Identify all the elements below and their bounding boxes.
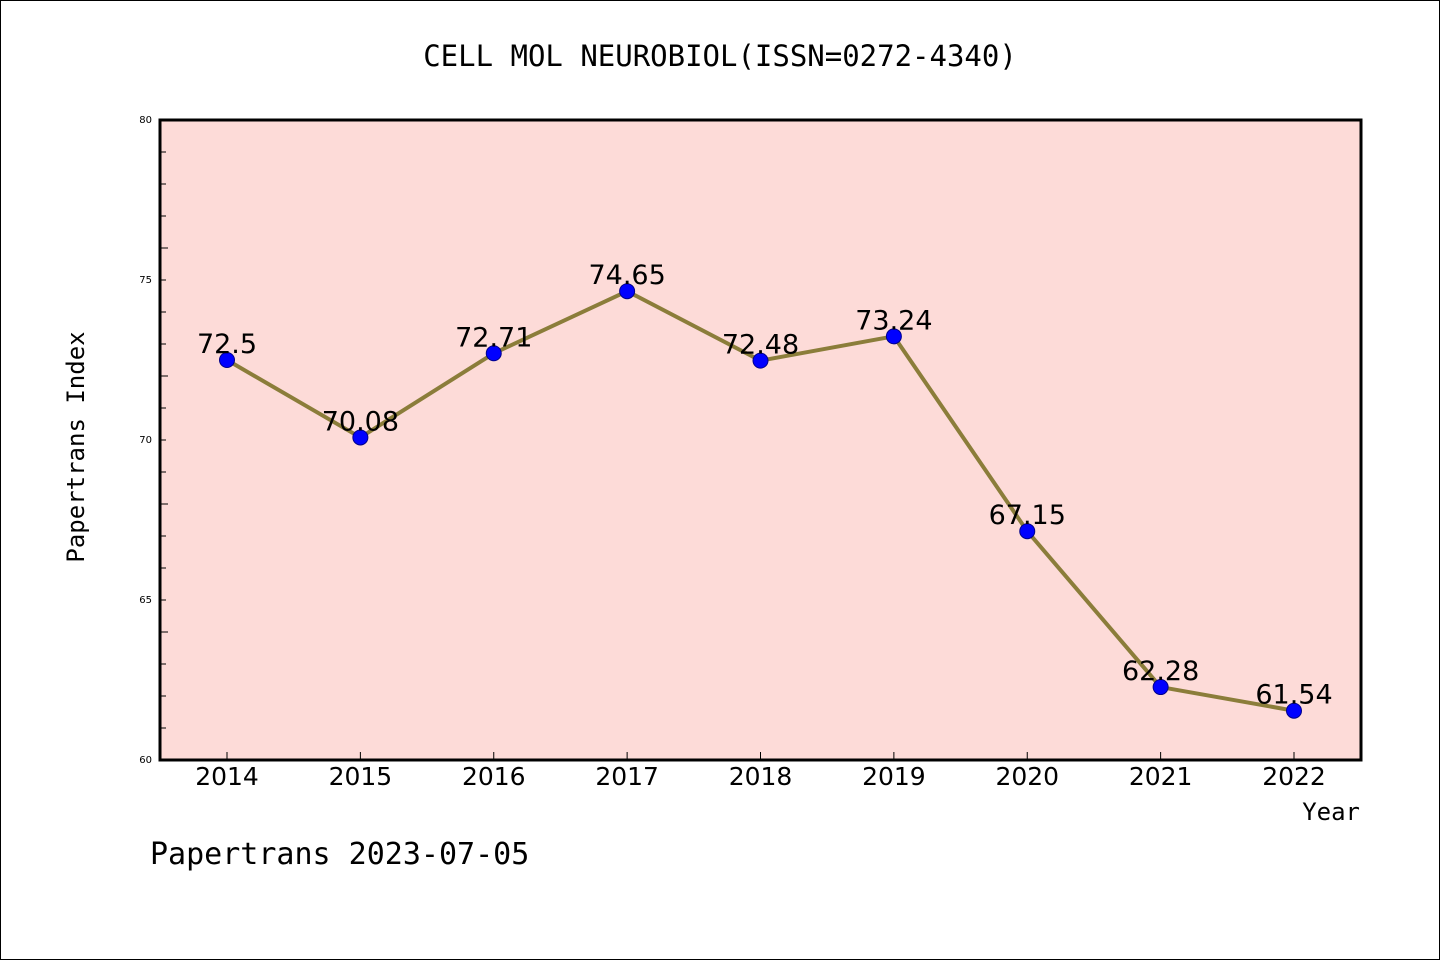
x-tick-label: 2015 <box>329 762 393 791</box>
data-label: 72.48 <box>722 330 799 361</box>
data-point <box>219 352 235 368</box>
data-label: 70.08 <box>322 406 399 437</box>
data-label: 72.71 <box>455 322 532 353</box>
x-tick-label: 2021 <box>1129 762 1193 791</box>
data-label: 61.54 <box>1255 680 1332 711</box>
data-point <box>485 345 502 362</box>
data-point <box>885 328 902 345</box>
data-label: 62.28 <box>1122 656 1199 687</box>
x-tick-label: 2014 <box>195 762 259 791</box>
y-tick-label: 70 <box>139 435 152 446</box>
y-tick-label: 80 <box>139 115 152 126</box>
data-point <box>1152 679 1169 696</box>
data-point <box>752 352 769 369</box>
y-axis-title: Papertrans Index <box>62 331 90 562</box>
x-tick-label: 2020 <box>995 762 1059 791</box>
data-label: 73.24 <box>855 305 932 336</box>
y-tick-label: 60 <box>139 755 152 766</box>
data-label: 72.5 <box>197 329 257 360</box>
x-tick-label: 2018 <box>729 762 793 791</box>
data-point <box>1286 702 1302 719</box>
x-tick-label: 2016 <box>462 762 526 791</box>
data-label: 67.15 <box>989 500 1066 531</box>
x-tick-label: 2019 <box>862 762 926 791</box>
x-tick-label: 2022 <box>1262 762 1326 791</box>
data-label: 74.65 <box>588 260 665 291</box>
data-point <box>352 429 369 446</box>
data-point <box>1019 523 1036 540</box>
y-axis: 60 65 70 75 80 <box>139 115 168 766</box>
y-tick-label: 65 <box>139 595 152 606</box>
x-axis-title: Year <box>1302 798 1360 826</box>
data-labels: 72.5 70.08 72.71 74.65 72.48 73.24 67.15 62.28 6… <box>197 260 1333 711</box>
data-markers <box>219 283 1302 719</box>
x-axis: 2014 2015 2016 2017 2018 2019 2020 2021 2022 <box>195 752 1326 791</box>
chart-title: CELL MOL NEUROBIOL(ISSN=0272-4340) <box>423 39 1017 73</box>
data-point <box>619 283 636 300</box>
x-tick-label: 2017 <box>595 762 659 791</box>
footer-credit: Papertrans 2023-07-05 <box>150 837 529 872</box>
y-tick-label: 75 <box>139 275 152 286</box>
